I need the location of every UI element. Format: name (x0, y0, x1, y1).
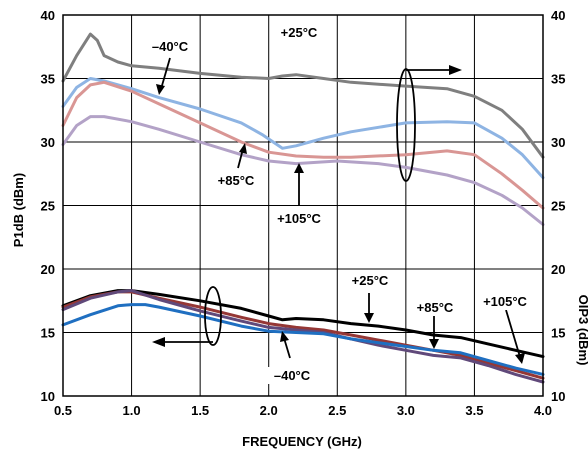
series-line-oip3-p85c (61, 80, 545, 210)
p1db-p25-arrowhead (364, 313, 374, 323)
p1db-p105-label-bg (476, 293, 534, 310)
oip3-m40-arrowhead (156, 84, 165, 95)
x-tick-label: 1.5 (191, 403, 209, 418)
y-tick-labels: 10 15 20 25 30 35 40 (41, 8, 55, 404)
y-right-tick-labels: 10 15 20 25 30 35 40 (551, 8, 565, 404)
p1db-p85-label-bg (410, 299, 460, 316)
oip3-m40-label-bg (146, 38, 195, 55)
y-right-tick-label: 30 (551, 135, 565, 150)
oip3-p85-arrowhead (239, 143, 247, 154)
p1db-m40-leader (283, 337, 291, 359)
oip3-m40-label: –40°C (152, 39, 189, 54)
y-tick-label: 30 (41, 135, 55, 150)
plot-frame (62, 14, 544, 397)
p1db-m40-label: –40°C (274, 368, 311, 383)
oip3-p85-label: +85°C (218, 173, 255, 188)
y-tick-label: 15 (41, 326, 55, 341)
p1db-m40-label-bg (268, 367, 316, 384)
series-line-oip3-p105c (61, 115, 545, 226)
y-tick-label: 25 (41, 199, 55, 214)
y-right-tick-label: 10 (551, 389, 565, 404)
p1db-group-arrowhead (152, 337, 165, 347)
y-right-tick-label: 15 (551, 326, 565, 341)
series-line-p1db-p25c (61, 289, 545, 359)
oip3-p105-label: +105°C (277, 211, 321, 226)
x-tick-label: 3.0 (397, 403, 415, 418)
series-lines (61, 32, 545, 384)
x-axis-label: FREQUENCY (GHz) (242, 434, 362, 449)
y-right-tick-label: 40 (551, 8, 565, 23)
series-line-p1db-p105c (61, 289, 545, 384)
p1db-p105-label: +105°C (483, 294, 527, 309)
x-tick-label: 2.0 (260, 403, 278, 418)
y-tick-label: 40 (41, 8, 55, 23)
grid-lines (62, 14, 544, 397)
oip3-group-arrowhead (449, 65, 462, 75)
p1db-p85-arrowhead (429, 339, 439, 349)
x-tick-labels: 0.5 1.0 1.5 2.0 2.5 3.0 3.5 4.0 (54, 403, 552, 418)
p1db-p25-label-bg (345, 272, 395, 289)
y-right-tick-label: 20 (551, 262, 565, 277)
p1db-p105-arrowhead (515, 353, 525, 364)
y-tick-label: 10 (41, 389, 55, 404)
series-line-p1db-m40c (61, 303, 545, 376)
y-tick-label: 35 (41, 72, 55, 87)
y-right-tick-label: 25 (551, 199, 565, 214)
y-axis-label: P1dB (dBm) (11, 173, 26, 247)
x-tick-label: 3.5 (465, 403, 483, 418)
x-tick-label: 1.0 (123, 403, 141, 418)
oip3-p85-label-bg (211, 172, 261, 189)
oip3-p25-label: +25°C (281, 25, 318, 40)
x-tick-label: 4.0 (534, 403, 552, 418)
p1db-p105-leader (505, 309, 521, 358)
series-line-oip3-p25c (61, 32, 545, 159)
p1db-p85-label: +85°C (417, 300, 454, 315)
annotations (152, 57, 525, 364)
p1db-m40-arrowhead (280, 331, 289, 342)
y-tick-label: 20 (41, 262, 55, 277)
x-tick-label: 0.5 (54, 403, 72, 418)
x-tick-label: 2.5 (328, 403, 346, 418)
oip3-m40-leader (160, 57, 171, 90)
y-right-axis-label: OIP3 (dBm) (576, 295, 588, 366)
oip3-p105-arrowhead (294, 163, 304, 173)
y-right-tick-label: 35 (551, 72, 565, 87)
p1db-p25-label: +25°C (352, 273, 389, 288)
p1db-group-ellipse (204, 286, 222, 346)
oip3-p105-label-bg (270, 210, 328, 227)
oip3-group-ellipse (396, 68, 416, 182)
